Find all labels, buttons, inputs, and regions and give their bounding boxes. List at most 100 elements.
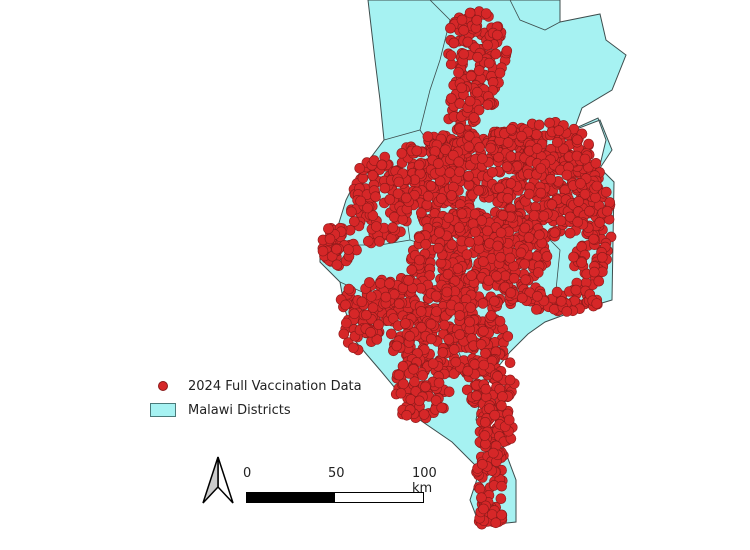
vaccination-point — [482, 225, 493, 237]
vaccination-point — [473, 65, 485, 76]
vaccination-point — [432, 158, 444, 169]
vaccination-point — [477, 256, 489, 267]
vaccination-point — [446, 190, 457, 201]
vaccination-point — [375, 277, 386, 289]
vaccination-point — [411, 145, 423, 157]
vaccination-point — [541, 251, 553, 262]
vaccination-point — [445, 93, 457, 104]
vaccination-point — [504, 357, 516, 369]
vaccination-point — [588, 266, 600, 278]
vaccination-point — [365, 291, 377, 302]
vaccination-point — [331, 243, 342, 255]
vaccination-point — [391, 340, 403, 352]
vaccination-point — [422, 190, 434, 202]
vaccination-point — [495, 227, 507, 238]
vaccination-point — [573, 196, 585, 207]
vaccination-point — [495, 251, 506, 263]
vaccination-point — [450, 356, 462, 368]
vaccination-point — [496, 400, 507, 412]
vaccination-point — [452, 263, 464, 274]
vaccination-point — [495, 493, 507, 505]
vaccination-point — [338, 328, 350, 340]
vaccination-point — [515, 247, 527, 259]
vaccination-point — [493, 151, 504, 163]
vaccination-point — [464, 95, 476, 107]
vaccination-point — [480, 347, 491, 359]
vaccination-point — [463, 141, 475, 152]
vaccination-point — [445, 50, 457, 61]
vaccination-point — [476, 215, 488, 226]
vaccination-point — [492, 370, 503, 382]
vaccination-point — [393, 369, 405, 381]
vaccination-point — [490, 48, 502, 60]
vaccination-point — [414, 254, 425, 266]
vaccination-point — [425, 333, 437, 345]
vaccination-point — [502, 331, 514, 342]
vaccination-point — [340, 299, 351, 311]
vaccination-point — [454, 166, 465, 178]
vaccination-point — [591, 298, 603, 309]
vaccination-point — [501, 161, 513, 172]
vaccination-point — [570, 284, 582, 296]
vaccination-point — [413, 159, 425, 171]
vaccination-point — [360, 309, 372, 321]
vaccination-point — [528, 210, 540, 221]
vaccination-point — [532, 267, 544, 278]
vaccination-point — [489, 295, 500, 307]
vaccination-point — [555, 215, 567, 227]
vaccination-point — [576, 257, 587, 268]
vaccination-point — [461, 384, 473, 396]
vaccination-point — [463, 130, 475, 142]
vaccination-point — [393, 176, 405, 188]
vaccination-point — [496, 480, 508, 492]
vaccination-point — [504, 252, 516, 264]
vaccination-point — [519, 258, 530, 270]
vaccination-point — [418, 409, 430, 420]
vaccination-point — [376, 159, 388, 171]
vaccination-point — [464, 316, 475, 328]
vaccination-point — [356, 296, 368, 308]
vaccination-point — [365, 326, 376, 338]
vaccination-point — [400, 318, 411, 329]
vaccination-point — [346, 206, 357, 218]
legend-label: Malawi Districts — [188, 402, 291, 418]
vaccination-point — [505, 178, 517, 189]
vaccination-point — [468, 112, 480, 123]
vaccination-point — [462, 36, 474, 48]
vaccination-point — [434, 227, 445, 238]
vaccination-point — [454, 310, 466, 321]
scale-bar-graphic — [246, 492, 424, 503]
vaccination-point — [491, 270, 502, 282]
vaccination-point — [553, 125, 565, 136]
vaccination-point — [494, 315, 506, 327]
vaccination-point — [448, 344, 460, 355]
vaccination-point — [415, 306, 427, 317]
vaccination-point — [532, 290, 543, 302]
vaccination-point — [384, 194, 396, 205]
vaccination-point — [323, 223, 334, 234]
vaccination-point — [462, 365, 474, 377]
vaccination-point — [343, 283, 355, 295]
vaccination-point — [413, 395, 425, 407]
vaccination-point — [456, 208, 468, 219]
vaccination-point — [458, 48, 470, 60]
vaccination-point — [477, 298, 489, 309]
vaccination-point — [436, 402, 448, 414]
vaccination-point — [523, 232, 535, 243]
vaccination-point — [476, 492, 487, 504]
vaccination-point — [387, 222, 399, 233]
vaccination-point — [551, 286, 563, 298]
vaccination-point — [472, 51, 484, 63]
scale-label-0: 0 — [243, 466, 252, 481]
vaccination-point — [354, 163, 366, 174]
vaccination-point — [364, 277, 375, 288]
vaccination-point — [453, 222, 465, 233]
vaccination-point — [600, 186, 612, 198]
vaccination-point — [324, 233, 336, 245]
vaccination-point — [583, 138, 594, 150]
vaccination-point — [384, 278, 395, 289]
vaccination-point — [463, 170, 474, 182]
vaccination-point — [531, 304, 542, 315]
vaccination-point — [601, 205, 613, 217]
vaccination-point — [538, 210, 550, 222]
